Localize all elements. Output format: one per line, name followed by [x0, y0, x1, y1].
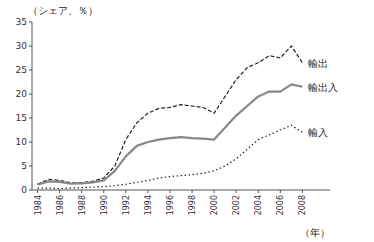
series-label: 輸出 [308, 58, 328, 69]
y-tick [29, 190, 32, 191]
y-tick-label: 5 [21, 161, 27, 171]
x-tick-label: 1992 [122, 195, 131, 215]
x-tick-label: 2006 [276, 195, 285, 215]
x-tick-label: 2000 [210, 195, 219, 215]
y-tick [29, 22, 32, 23]
y-tick [29, 142, 32, 143]
y-tick [29, 166, 32, 167]
series-label: 輸入 [308, 127, 328, 138]
x-tick-label: 1984 [34, 195, 43, 215]
y-axis-label: （シェア、％） [28, 5, 98, 16]
x-tick-label: 1994 [144, 195, 153, 215]
x-tick [192, 190, 193, 193]
y-tick-label: 0 [21, 185, 27, 195]
x-tick [302, 190, 303, 193]
plot-area [38, 46, 303, 189]
y-tick [29, 118, 32, 119]
x-tick-label: 1988 [78, 195, 87, 215]
x-tick [125, 190, 126, 193]
y-tick [29, 94, 32, 95]
y-tick-label: 10 [16, 137, 28, 147]
x-tick-label: 1996 [166, 195, 175, 215]
x-tick [169, 190, 170, 193]
series-line [38, 125, 303, 188]
y-tick-label: 35 [16, 17, 27, 27]
y-tick-label: 20 [16, 89, 28, 99]
x-tick [258, 190, 259, 193]
x-tick-label: 1998 [188, 195, 197, 215]
y-tick-label: 15 [16, 113, 27, 123]
x-tick [37, 190, 38, 193]
y-tick [29, 70, 32, 71]
x-tick-label: 1990 [100, 195, 109, 215]
x-tick [236, 190, 237, 193]
y-axis-line [32, 22, 33, 190]
series-line [38, 84, 303, 184]
x-tick [103, 190, 104, 193]
y-tick [29, 46, 32, 47]
chart: 0 5 10 15 20 25 30 35 1984 1986 1988 1990 1992 1994 19… [0, 0, 374, 242]
y-tick-label: 25 [16, 65, 27, 75]
x-tick [59, 190, 60, 193]
y-tick-label: 30 [16, 41, 28, 51]
x-tick-label: 2008 [298, 195, 307, 215]
x-tick [280, 190, 281, 193]
x-tick [81, 190, 82, 193]
x-tick [147, 190, 148, 193]
series-line [38, 46, 303, 184]
x-tick-label: 2004 [254, 195, 263, 215]
x-tick-label: 2002 [232, 195, 241, 215]
x-axis-line [32, 190, 330, 191]
x-axis-label: （年） [300, 227, 330, 238]
x-tick [214, 190, 215, 193]
series-label: 輸出入 [308, 82, 338, 93]
x-tick-label: 1986 [56, 195, 65, 215]
